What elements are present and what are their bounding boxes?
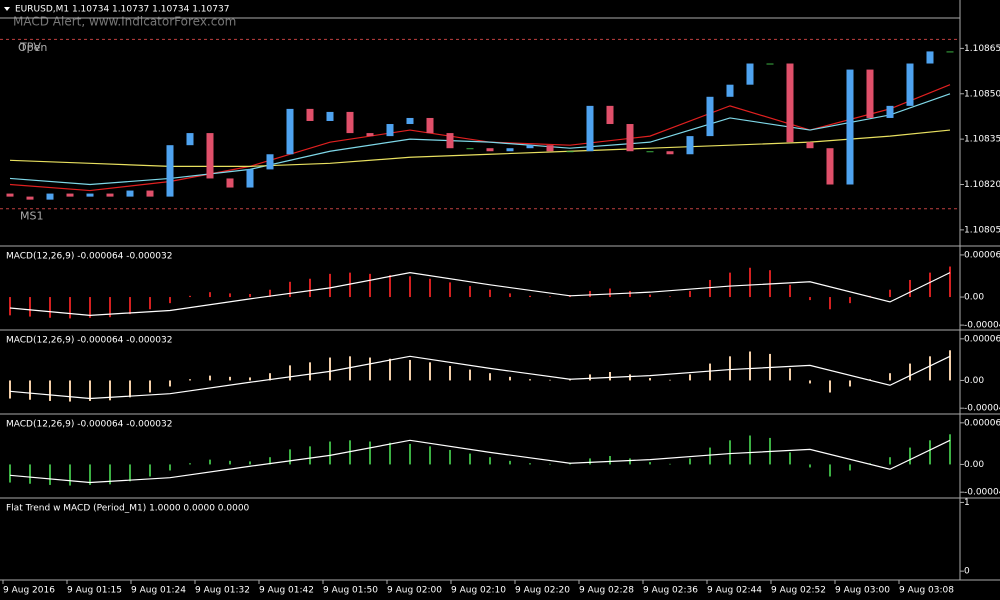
- candle: [906, 63, 914, 106]
- candle: [346, 111, 354, 134]
- candle: [406, 117, 414, 125]
- menu-arrow[interactable]: [4, 7, 10, 11]
- candle: [606, 105, 614, 125]
- candle: [106, 193, 114, 197]
- candle: [926, 51, 934, 64]
- y-tick-label: 1.10835: [964, 135, 1000, 145]
- time-label: 9 Aug 02:52: [771, 586, 826, 596]
- panel-title: MACD(12,26,9) -0.000064 -0.000032: [6, 336, 172, 346]
- candle: [946, 51, 954, 53]
- time-label: 9 Aug 02:28: [579, 586, 634, 596]
- y-tick-label: 0.00: [964, 293, 984, 303]
- time-label: 9 Aug 02:20: [515, 586, 570, 596]
- level-label: TPV: [19, 40, 41, 53]
- candle: [506, 148, 514, 152]
- candle: [726, 84, 734, 97]
- y-tick-label: -0.000046: [964, 321, 1000, 331]
- candle: [246, 169, 254, 188]
- candle: [166, 145, 174, 197]
- candle: [66, 193, 74, 197]
- candle: [306, 108, 314, 121]
- y-tick-label: -0.000046: [964, 404, 1000, 414]
- y-tick-label: 1.10865: [964, 44, 1000, 54]
- time-label: 9 Aug 01:15: [67, 586, 122, 596]
- candle: [766, 63, 774, 65]
- time-label: 9 Aug 01:24: [131, 586, 186, 596]
- candle: [626, 124, 634, 152]
- time-label: 9 Aug 02:36: [643, 586, 698, 596]
- y-tick-label: 0.00: [964, 460, 984, 470]
- candle: [846, 69, 854, 185]
- candle: [746, 63, 754, 85]
- y-tick-label: 0.000069: [964, 250, 1000, 260]
- annotation: Open: [18, 41, 47, 54]
- candle: [646, 151, 654, 153]
- candle: [326, 111, 334, 121]
- candle: [666, 151, 674, 155]
- time-label: 9 Aug 02:10: [451, 586, 506, 596]
- candle: [206, 133, 214, 179]
- candle: [146, 190, 154, 197]
- panel-title: Flat Trend w MACD (Period_M1) 1.0000 0.0…: [6, 504, 250, 514]
- candle: [526, 145, 534, 149]
- time-label: 9 Aug 03:08: [899, 586, 954, 596]
- candle: [86, 193, 94, 197]
- panel-title: MACD(12,26,9) -0.000064 -0.000032: [6, 420, 172, 430]
- level-label: MS1: [20, 210, 43, 223]
- candle: [286, 108, 294, 155]
- symbol-line: EURUSD,M1 1.10734 1.10737 1.10734 1.1073…: [15, 5, 229, 15]
- candle: [46, 193, 54, 200]
- signal-line: [9, 439, 951, 484]
- time-label: 9 Aug 01:32: [195, 586, 250, 596]
- time-label: 9 Aug 03:00: [835, 586, 890, 596]
- candle: [466, 148, 474, 150]
- y-tick-label: 1.10850: [964, 89, 1000, 99]
- candle: [266, 154, 274, 170]
- candle: [586, 105, 594, 152]
- watermark: MACD Alert, www.IndicatorForex.com: [13, 15, 236, 29]
- candle: [186, 133, 194, 146]
- candle: [6, 193, 14, 197]
- y-tick-label: -0.000046: [964, 488, 1000, 498]
- y-tick-label: 0.000069: [964, 418, 1000, 428]
- candle: [386, 124, 394, 137]
- candle: [886, 105, 894, 118]
- candle: [126, 190, 134, 197]
- candle: [486, 148, 494, 152]
- y-tick-label: 1.10805: [964, 225, 1000, 235]
- candle: [26, 196, 34, 200]
- time-label: 9 Aug 02:00: [387, 586, 442, 596]
- signal-line: [9, 355, 951, 400]
- candle: [446, 133, 454, 149]
- signal-line: [9, 272, 951, 316]
- candle: [546, 145, 554, 152]
- time-label: 9 Aug 01:42: [259, 586, 314, 596]
- candle: [866, 69, 874, 118]
- candle: [806, 142, 814, 149]
- candle: [366, 133, 374, 137]
- time-label: 9 Aug 01:50: [323, 586, 378, 596]
- candle: [706, 96, 714, 137]
- candle: [826, 148, 834, 185]
- time-label: 9 Aug 02:44: [707, 586, 762, 596]
- y-tick-label: 1.10820: [964, 180, 1000, 190]
- y-tick-label: 0: [964, 567, 970, 577]
- candle: [426, 117, 434, 134]
- candle: [786, 63, 794, 143]
- candle: [226, 178, 234, 188]
- time-label: 9 Aug 2016: [3, 586, 55, 596]
- candle: [686, 136, 694, 155]
- y-tick-label: 0.000069: [964, 334, 1000, 344]
- panel-title: MACD(12,26,9) -0.000064 -0.000032: [6, 252, 172, 262]
- candle: [566, 151, 574, 153]
- y-tick-label: 0.00: [964, 376, 984, 386]
- y-tick-label: 1: [964, 498, 970, 508]
